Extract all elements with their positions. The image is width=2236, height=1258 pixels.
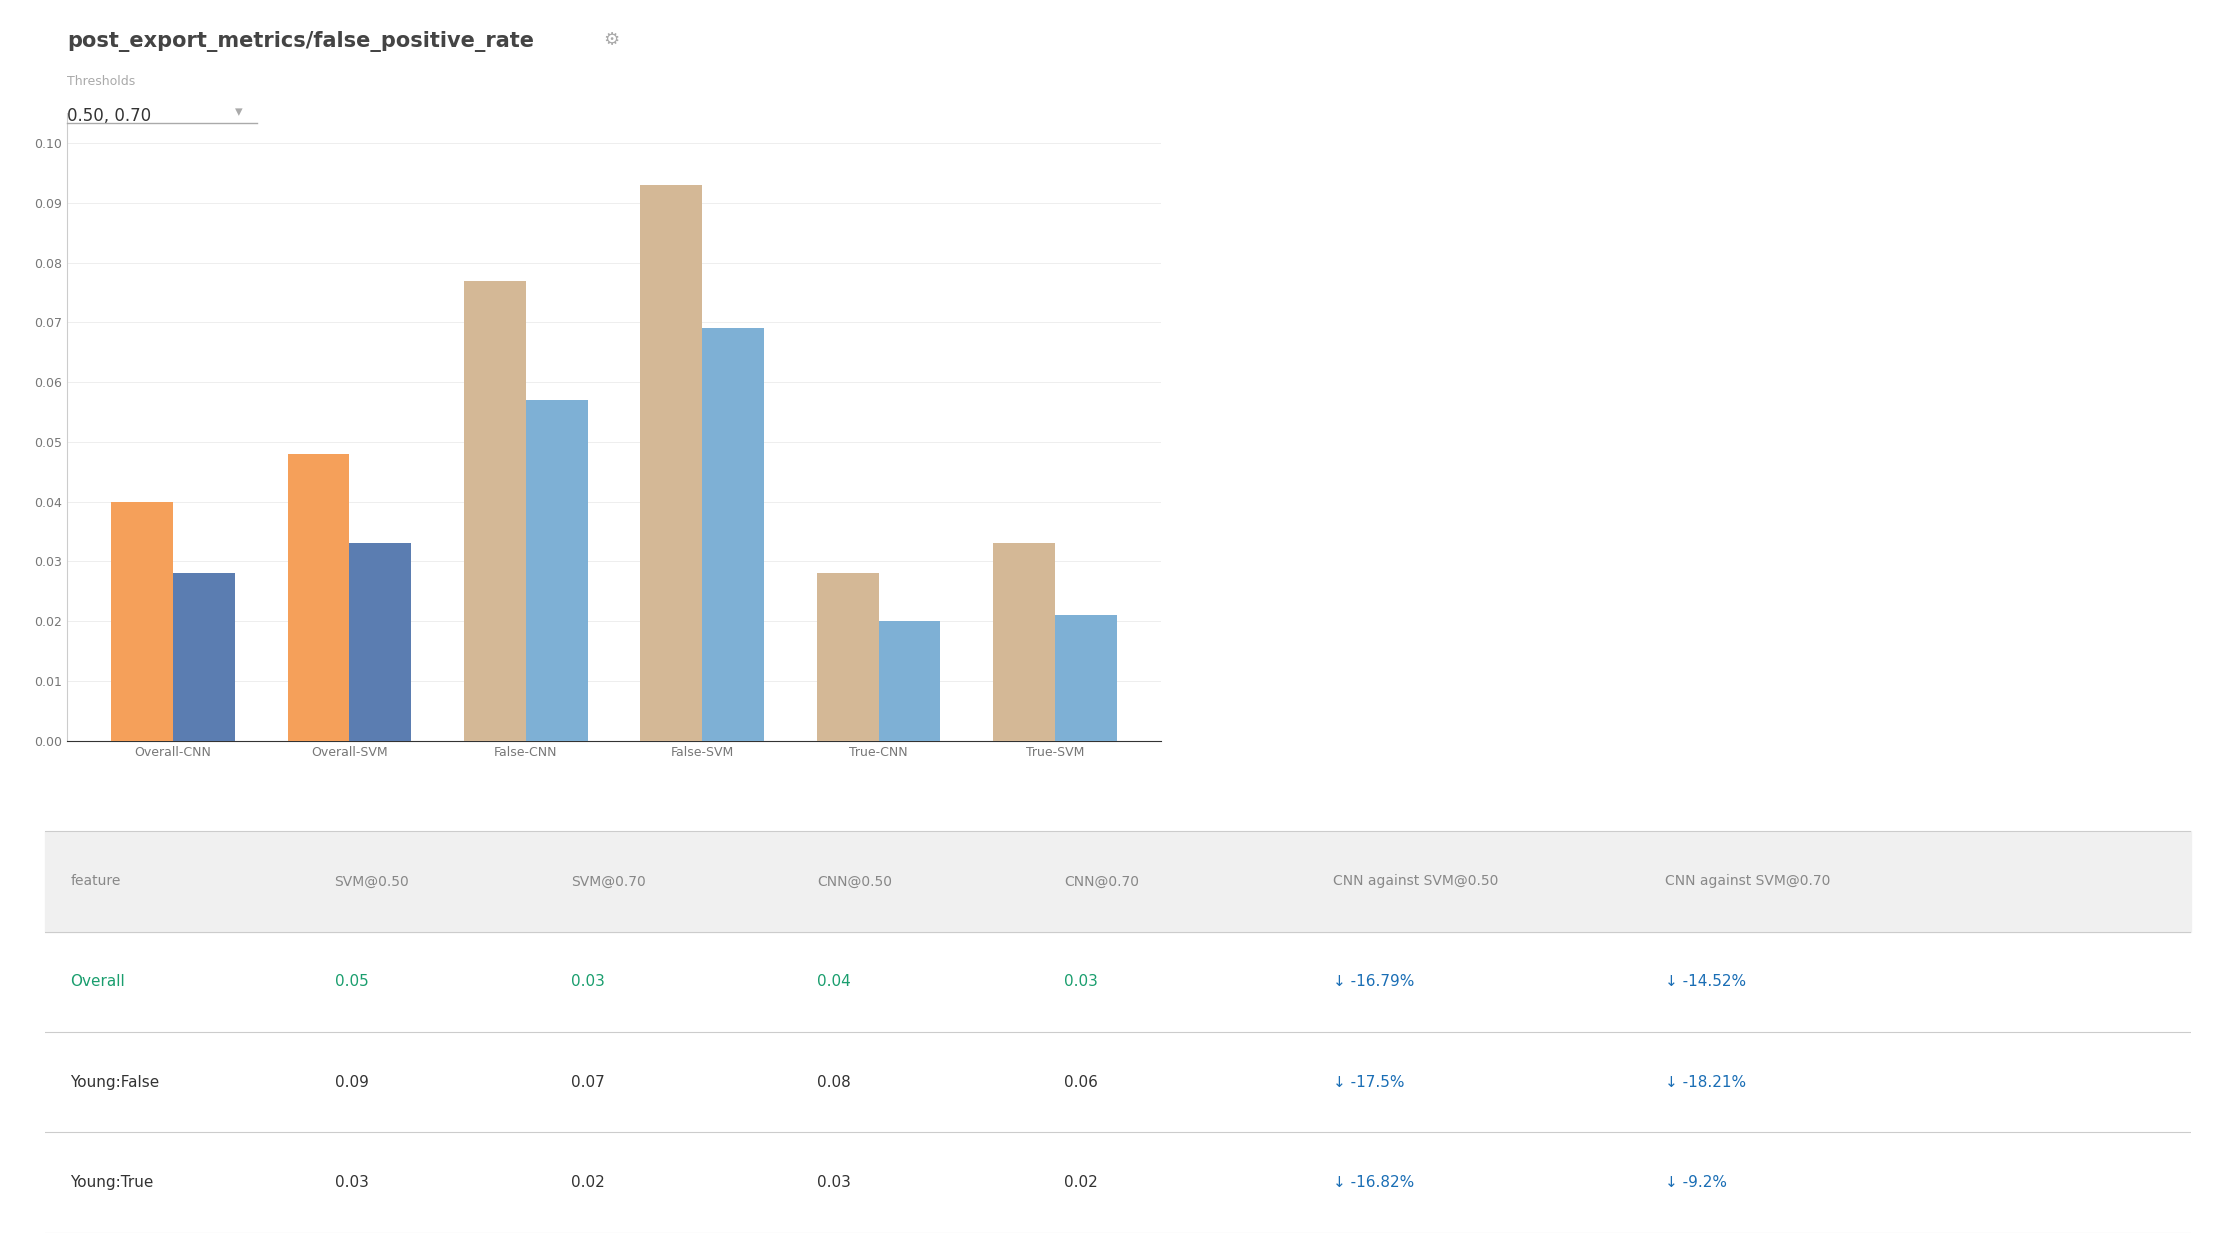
Text: 0.03: 0.03 [570, 974, 604, 989]
Bar [525, 400, 588, 741]
Text: 0.03: 0.03 [818, 1175, 852, 1190]
Text: ↓ -16.79%: ↓ -16.79% [1333, 974, 1413, 989]
Bar [349, 543, 411, 741]
Text: 0.09: 0.09 [335, 1074, 369, 1089]
Text: 0.03: 0.03 [335, 1175, 369, 1190]
Text: feature: feature [72, 874, 121, 888]
Bar [45, 832, 2191, 932]
Text: ↓ -18.21%: ↓ -18.21% [1666, 1074, 1746, 1089]
Bar [816, 574, 879, 741]
Text: 0.08: 0.08 [818, 1074, 852, 1089]
Text: Young:True: Young:True [72, 1175, 154, 1190]
Bar [465, 281, 525, 741]
Text: CNN against SVM@0.50: CNN against SVM@0.50 [1333, 874, 1498, 888]
Bar [112, 502, 172, 741]
Text: ↓ -17.5%: ↓ -17.5% [1333, 1074, 1404, 1089]
Text: Thresholds: Thresholds [67, 75, 136, 88]
Text: SVM@0.50: SVM@0.50 [335, 874, 409, 888]
Text: CNN@0.70: CNN@0.70 [1064, 874, 1140, 888]
Text: CNN against SVM@0.70: CNN against SVM@0.70 [1666, 874, 1831, 888]
Text: ↓ -14.52%: ↓ -14.52% [1666, 974, 1746, 989]
Text: 0.02: 0.02 [570, 1175, 604, 1190]
Bar [288, 454, 349, 741]
Bar [1055, 615, 1116, 741]
Text: ↓ -9.2%: ↓ -9.2% [1666, 1175, 1728, 1190]
Text: Overall: Overall [72, 974, 125, 989]
Text: Young:False: Young:False [72, 1074, 159, 1089]
Text: 0.03: 0.03 [1064, 974, 1098, 989]
Text: SVM@0.70: SVM@0.70 [570, 874, 646, 888]
Text: ⚙: ⚙ [604, 31, 619, 49]
Bar [639, 185, 702, 741]
Text: 0.04: 0.04 [818, 974, 852, 989]
Text: ↓ -16.82%: ↓ -16.82% [1333, 1175, 1413, 1190]
Text: CNN@0.50: CNN@0.50 [818, 874, 892, 888]
Text: 0.02: 0.02 [1064, 1175, 1098, 1190]
Bar [702, 328, 765, 741]
Bar [172, 574, 235, 741]
Text: 0.50, 0.70: 0.50, 0.70 [67, 107, 152, 125]
Text: 0.05: 0.05 [335, 974, 369, 989]
Text: ▾: ▾ [235, 104, 241, 120]
Text: 0.07: 0.07 [570, 1074, 604, 1089]
Text: 0.06: 0.06 [1064, 1074, 1098, 1089]
Bar [879, 621, 941, 741]
Text: post_export_metrics/false_positive_rate: post_export_metrics/false_positive_rate [67, 31, 534, 53]
Bar [993, 543, 1055, 741]
